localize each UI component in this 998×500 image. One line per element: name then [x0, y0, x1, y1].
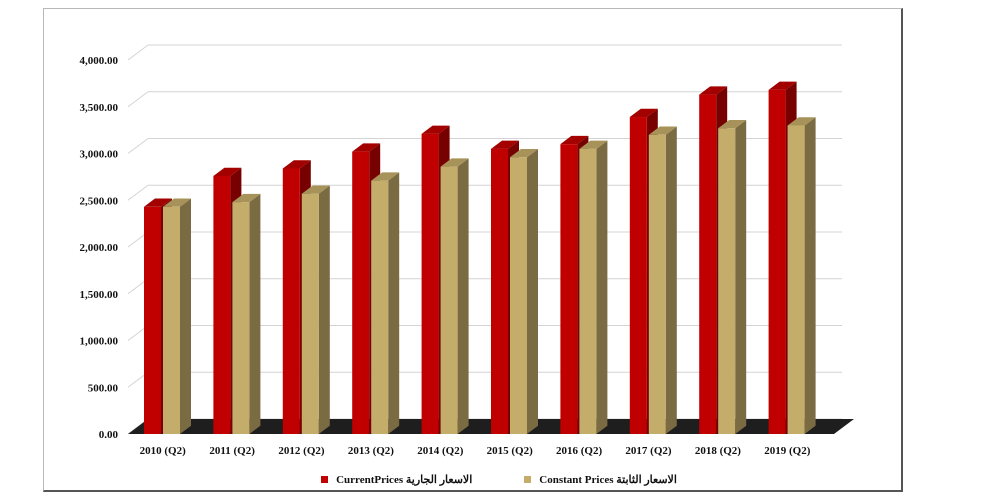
x-tick-label: 2017 (Q2) — [625, 445, 671, 457]
bar-top — [787, 117, 816, 126]
bar-constant — [301, 185, 330, 434]
bar-front — [301, 193, 319, 434]
x-tick-label: 2016 (Q2) — [556, 445, 602, 457]
bar-side — [249, 193, 261, 434]
bar-top — [144, 198, 172, 207]
y-tick-label: 1,500.00 — [80, 289, 119, 301]
gridline-diagonal — [127, 184, 149, 201]
x-tick-label: 2012 (Q2) — [278, 445, 324, 457]
y-tick-label: 2,000.00 — [80, 242, 119, 254]
bar-side — [665, 126, 677, 435]
bar-top — [648, 126, 677, 135]
legend-swatch-constant — [524, 475, 532, 483]
bar-top — [699, 86, 728, 95]
gridline-diagonal — [127, 138, 149, 154]
bar-front — [699, 94, 717, 434]
bar-constant — [163, 198, 191, 434]
x-tick-label: 2015 (Q2) — [487, 445, 533, 457]
bar-top — [371, 172, 400, 181]
x-tick-label: 2010 (Q2) — [140, 445, 186, 457]
x-tick-label: 2014 (Q2) — [417, 445, 463, 457]
bar-side — [596, 140, 608, 434]
bar-front — [371, 180, 389, 434]
bar-front — [440, 166, 458, 434]
bar-top — [421, 125, 450, 134]
bar-front — [421, 133, 439, 435]
x-tick-label: 2011 (Q2) — [209, 445, 255, 457]
x-tick-label: 2013 (Q2) — [348, 445, 394, 457]
bar-front — [648, 134, 666, 435]
legend-label-current: CurrentPrices الاسعار الجارية — [336, 473, 473, 486]
legend-swatch-current — [321, 475, 329, 483]
bar-top — [282, 160, 311, 169]
bar-front — [718, 128, 736, 434]
bar-front — [629, 117, 647, 434]
bar-top — [510, 148, 538, 158]
bar-side — [180, 198, 191, 434]
bar-front — [163, 206, 180, 434]
bar-constant — [718, 120, 747, 434]
gridline-diagonal — [127, 91, 149, 108]
bar-top — [579, 140, 608, 149]
y-tick-label: 3,500.00 — [80, 102, 119, 114]
legend-label-constant: Constant Prices الاسعار الثابتة — [539, 473, 677, 486]
bar-side — [318, 185, 330, 434]
x-axis-ticks: 2010 (Q2) 2011 (Q2) 2012 (Q2) 2013 (Q2) 2014… — [140, 445, 811, 457]
legend: CurrentPrices الاسعار الجارية Constant P… — [0, 470, 998, 488]
bar-top — [768, 81, 797, 90]
bar-side — [388, 172, 400, 435]
gridline-diagonal — [127, 44, 149, 61]
y-tick-label: 4,000.00 — [80, 55, 119, 67]
bar-chart: 0.00 500.00 1,000.00 1,500.00 2,000.00 2,500.… — [80, 44, 854, 457]
y-tick-label: 2,500.00 — [80, 195, 119, 207]
bar-top — [352, 143, 381, 152]
y-tick-label: 1,000.00 — [80, 336, 119, 348]
y-tick-label: 0.00 — [99, 429, 119, 441]
bar-front — [491, 148, 508, 434]
bar-top — [629, 108, 658, 118]
bar-side — [527, 148, 538, 435]
bar-constant — [787, 117, 816, 434]
bar-constant — [510, 148, 538, 435]
bar-top — [301, 185, 330, 194]
bars — [144, 81, 816, 435]
bar-side — [804, 117, 816, 434]
bar-front — [510, 157, 527, 435]
bar-constant — [232, 193, 261, 434]
bar-top — [213, 167, 242, 176]
bar-top — [718, 120, 747, 129]
bar-constant — [648, 126, 677, 435]
y-tick-label: 3,000.00 — [80, 149, 119, 161]
bar-front — [213, 175, 231, 434]
legend-item-constant: Constant Prices الاسعار الثابتة — [524, 473, 677, 486]
bar-front — [560, 144, 578, 434]
bar-top — [232, 193, 261, 203]
bar-side — [735, 120, 747, 434]
bar-front — [768, 89, 786, 435]
bar-top — [163, 198, 191, 207]
bar-front — [144, 206, 161, 434]
bar-constant — [440, 158, 469, 434]
bar-front — [232, 202, 250, 434]
bar-front — [787, 125, 805, 434]
x-tick-label: 2019 (Q2) — [764, 445, 810, 457]
bar-front — [579, 148, 597, 434]
y-tick-label: 500.00 — [88, 382, 119, 394]
x-tick-label: 2018 (Q2) — [695, 445, 741, 457]
y-axis-ticks: 0.00 500.00 1,000.00 1,500.00 2,000.00 2,500.… — [80, 55, 119, 441]
bar-front — [352, 151, 370, 434]
legend-item-current: CurrentPrices الاسعار الجارية — [321, 473, 472, 486]
bar-top — [440, 158, 469, 167]
bar-front — [282, 168, 300, 434]
bar-top — [560, 135, 589, 145]
bar-constant — [371, 172, 400, 435]
bar-constant — [579, 140, 608, 434]
bar-top — [491, 140, 519, 149]
bar-side — [457, 158, 469, 434]
